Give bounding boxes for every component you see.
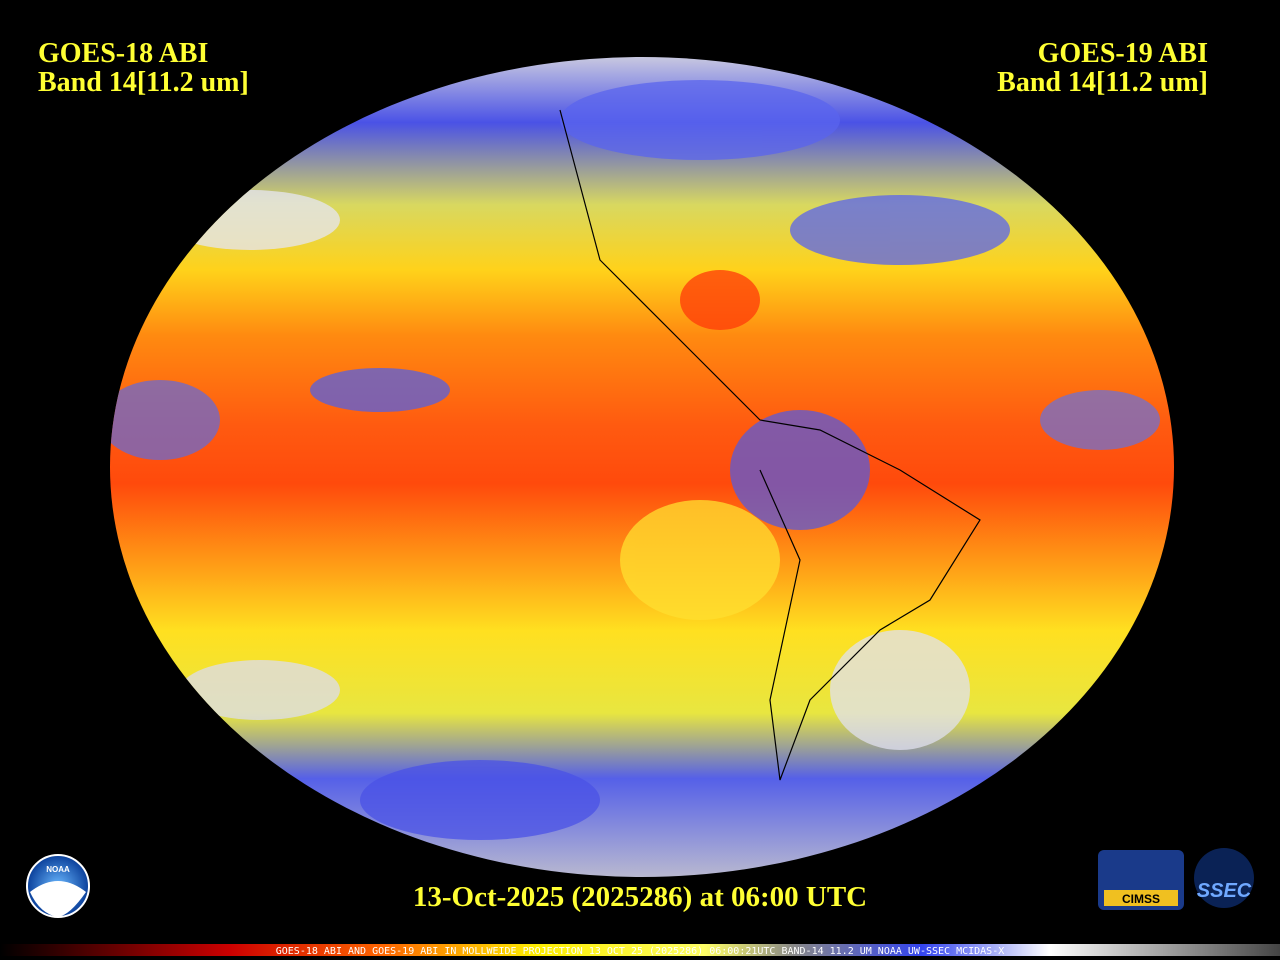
left-satellite: GOES-18 ABI	[38, 38, 208, 69]
coastline	[559, 109, 981, 781]
cloud-features	[110, 80, 1160, 840]
noaa-label: NOAA	[46, 865, 70, 874]
color-bar-caption: GOES-18 ABI AND GOES-19 ABI IN MOLLWEIDE…	[276, 946, 1004, 957]
ssec-label: SSEC	[1197, 880, 1252, 902]
right-band: Band 14[11.2 um]	[997, 67, 1208, 98]
ssec-logo: SSEC	[1194, 848, 1254, 908]
right-satellite: GOES-19 ABI	[1038, 38, 1208, 69]
cimss-logo: CIMSS	[1098, 850, 1184, 910]
color-bar	[0, 944, 1280, 956]
timestamp: 13-Oct-2025 (2025286) at 06:00 UTC	[413, 881, 867, 913]
globe	[110, 57, 1174, 877]
cimss-label: CIMSS	[1122, 892, 1160, 906]
left-band: Band 14[11.2 um]	[38, 67, 249, 98]
noaa-logo: NOAA	[26, 854, 90, 918]
earth-disk	[110, 57, 1174, 877]
